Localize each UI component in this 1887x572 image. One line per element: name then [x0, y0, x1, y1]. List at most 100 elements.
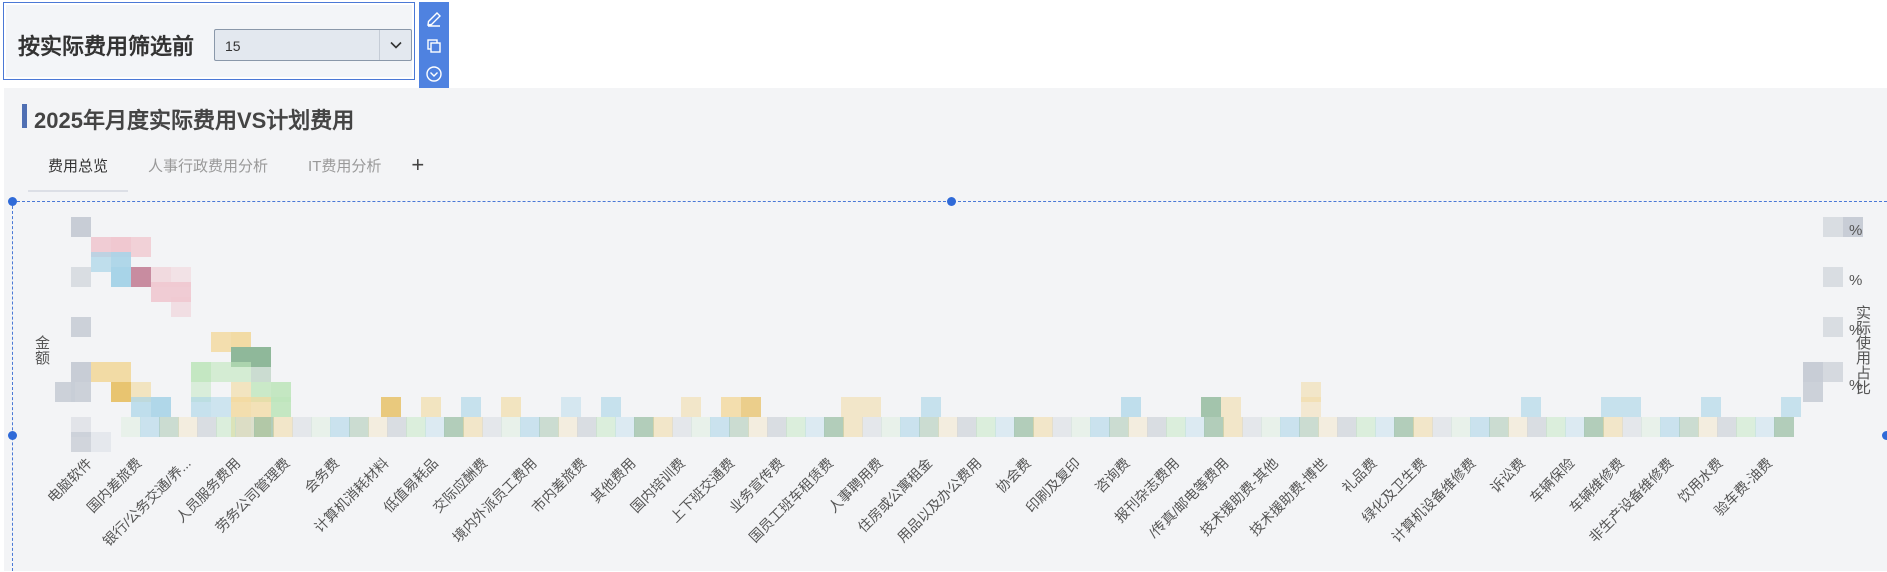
edit-icon[interactable] — [423, 8, 445, 30]
x-axis-tick-label: 咨询费 — [1092, 455, 1133, 496]
chart-bar — [311, 417, 331, 437]
title-accent-bar — [22, 104, 27, 128]
chart-bar — [140, 417, 160, 437]
chart-bar — [741, 397, 761, 417]
chart-bar — [1128, 417, 1148, 437]
chart-bar — [1736, 417, 1756, 437]
widget-toolbar — [419, 2, 449, 91]
resize-handle[interactable] — [8, 431, 17, 440]
chart-bar — [805, 417, 825, 437]
chart-bar — [721, 397, 741, 417]
chart-bar — [151, 282, 171, 302]
chart-bar — [231, 362, 251, 382]
x-axis-tick-label: 计算机设备维修费 — [1388, 455, 1479, 546]
chart-bar — [387, 417, 407, 437]
chart-bar — [1823, 362, 1843, 382]
chart-bar — [1823, 317, 1843, 337]
x-axis-tick-label: 其他费用 — [588, 455, 639, 506]
chart-bar — [197, 417, 217, 437]
x-axis-tick-label: 协会费 — [993, 455, 1034, 496]
chart-bar — [121, 417, 141, 437]
tab-bar: 费用总览 人事行政费用分析 IT费用分析 + — [28, 150, 434, 192]
chart-bar — [1823, 217, 1843, 237]
chart-bar — [1843, 217, 1863, 237]
y2-tick-label: % — [1849, 222, 1862, 239]
chart-bar — [596, 417, 616, 437]
y2-tick-label: % — [1849, 322, 1862, 339]
chart-bar — [938, 417, 958, 437]
chart-bar — [1242, 417, 1262, 437]
top-n-select[interactable]: 15 — [214, 29, 412, 61]
tab-it-cost-analysis[interactable]: IT费用分析 — [308, 158, 382, 175]
chart-bar — [349, 417, 369, 437]
chart-bar — [1660, 417, 1680, 437]
resize-handle[interactable] — [8, 197, 17, 206]
chevron-circle-icon[interactable] — [423, 63, 445, 85]
chart-bar — [1201, 397, 1221, 417]
chart-bar — [710, 417, 730, 437]
chart-bar — [881, 417, 901, 437]
chart-bar — [1679, 417, 1699, 437]
chart-bar — [151, 397, 171, 417]
chart-container[interactable]: %%%% 电脑软件 国内差旅费 银行/公务交通/养... 人员服务费用 劳务公司管理费 会务… — [12, 201, 1887, 571]
chart-bar — [843, 417, 863, 437]
chart-bar — [444, 417, 464, 437]
y2-tick-label: % — [1849, 377, 1862, 394]
chart-bar — [1356, 417, 1376, 437]
chart-bar — [171, 297, 191, 317]
chart-bar — [1470, 417, 1490, 437]
chart-bar — [1451, 417, 1471, 437]
chart-bar — [862, 417, 882, 437]
chart-bar — [634, 417, 654, 437]
chart-bar — [71, 382, 91, 402]
chart-bar — [1301, 397, 1321, 417]
chart-bar — [254, 417, 274, 437]
chart-bar — [211, 397, 231, 417]
chart-bar — [976, 417, 996, 437]
tab-hr-admin-analysis[interactable]: 人事行政费用分析 — [148, 158, 269, 175]
add-tab-button[interactable]: + — [411, 152, 425, 177]
chart-bar — [1261, 417, 1281, 437]
chart-bar — [1052, 417, 1072, 437]
tab-cost-overview[interactable]: 费用总览 — [28, 150, 129, 192]
chart-bar — [748, 417, 768, 437]
chevron-down-icon[interactable] — [379, 30, 411, 60]
chart-bar — [921, 397, 941, 417]
chart-bar — [1432, 417, 1452, 437]
chart-bar — [1781, 397, 1801, 417]
resize-handle[interactable] — [1882, 431, 1887, 440]
chart-bar — [561, 397, 581, 417]
copy-icon[interactable] — [423, 35, 445, 57]
chart-bar — [1413, 417, 1433, 437]
chart-bar — [653, 417, 673, 437]
chart-bar — [558, 417, 578, 437]
chart-bar — [368, 417, 388, 437]
x-axis-tick-label: 电脑软件 — [44, 455, 95, 506]
chart-bar — [1147, 417, 1167, 437]
y2-axis-label: 实际使用占比 — [1854, 305, 1871, 395]
chart-bar — [91, 362, 111, 382]
chart-bar — [91, 432, 111, 452]
dashboard-panel — [4, 88, 1887, 571]
chart-bar — [292, 417, 312, 437]
chart-bar — [1698, 417, 1718, 437]
chart-bar — [461, 397, 481, 417]
chart-bar — [1584, 417, 1604, 437]
chart-bar — [381, 397, 401, 417]
chart-bar — [1601, 397, 1621, 417]
filter-label: 按实际费用筛选前 — [18, 34, 195, 59]
y-axis-label: 金额 — [33, 335, 50, 365]
chart-bar — [251, 362, 271, 382]
chart-bar — [1071, 417, 1091, 437]
chart-bar — [1109, 417, 1129, 437]
panel-title: 2025年月度实际费用VS计划费用 — [34, 108, 355, 133]
chart-bar — [1755, 417, 1775, 437]
chart-bar — [1803, 382, 1823, 402]
filter-widget: 按实际费用筛选前 15 — [3, 2, 415, 80]
chart-bar — [1803, 362, 1823, 382]
chart-bar — [1223, 417, 1243, 437]
resize-handle[interactable] — [947, 197, 956, 206]
chart-bar — [919, 417, 939, 437]
chart-bar — [191, 362, 211, 382]
